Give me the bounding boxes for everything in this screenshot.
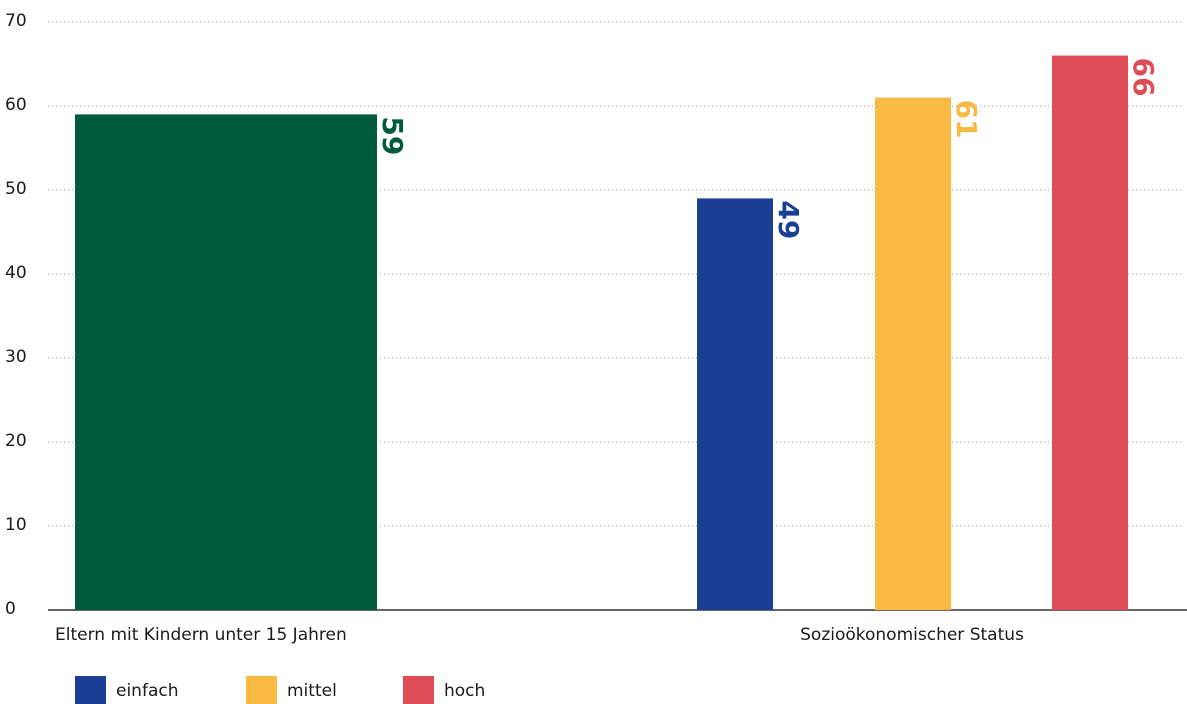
y-tick-label: 40 xyxy=(5,263,27,283)
y-tick-label: 20 xyxy=(5,431,27,451)
bar xyxy=(75,114,377,611)
legend-swatch xyxy=(246,676,277,704)
y-tick-label: 50 xyxy=(5,179,27,199)
y-tick-label: 70 xyxy=(5,11,27,31)
legend-swatch xyxy=(75,676,106,704)
y-tick-label: 0 xyxy=(5,599,16,619)
x-tick-label: Sozioökonomischer Status xyxy=(800,625,1024,645)
value-label: 59 xyxy=(376,116,409,155)
x-tick-label: Eltern mit Kindern unter 15 Jahren xyxy=(55,625,347,645)
value-label: 61 xyxy=(950,100,983,139)
bar xyxy=(1052,55,1128,611)
value-label: 66 xyxy=(1127,58,1160,97)
legend-label: mittel xyxy=(287,681,337,701)
bar xyxy=(697,198,773,610)
y-tick-label: 60 xyxy=(5,95,27,115)
y-tick-label: 30 xyxy=(5,347,27,367)
value-label: 49 xyxy=(772,200,805,239)
legend-label: einfach xyxy=(116,681,178,701)
legend-label: hoch xyxy=(444,681,485,701)
bar xyxy=(875,97,951,611)
y-tick-label: 10 xyxy=(5,515,27,535)
legend-swatch xyxy=(403,676,434,704)
